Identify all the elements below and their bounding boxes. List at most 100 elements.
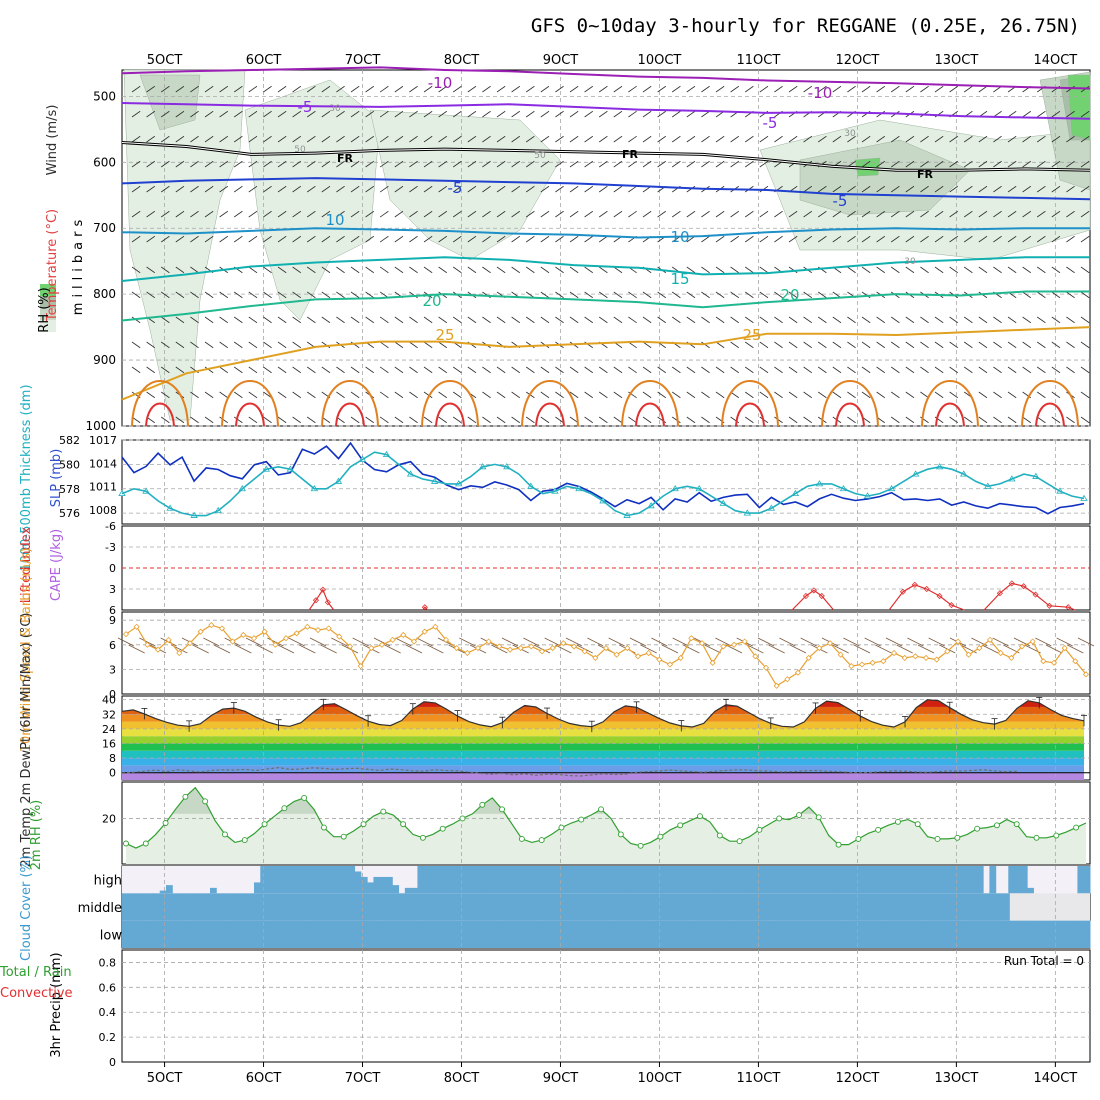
- wind-barb: [642, 391, 652, 399]
- wind-barb: [671, 391, 681, 399]
- cape-axis-label: CAPE (J/kg): [49, 529, 64, 601]
- wind10m-barb: [320, 644, 337, 654]
- wind-barb: [642, 160, 652, 168]
- cloud-cover-bar: [474, 866, 481, 894]
- wind-barb: [394, 316, 404, 324]
- cloud-cover-bar: [414, 893, 425, 921]
- wind-barb: [657, 135, 667, 143]
- wind-barb: [905, 160, 915, 168]
- cloud-cover-bar: [898, 920, 909, 948]
- wind10m-point: [709, 659, 716, 666]
- wind-barb: [394, 416, 404, 424]
- wind-barb: [292, 235, 302, 243]
- wind-barb: [365, 85, 375, 93]
- contour-label: -5: [448, 179, 463, 197]
- wind-barb: [336, 210, 345, 218]
- wind-barb: [190, 110, 199, 118]
- wind-barb: [190, 341, 199, 349]
- cloud-cover-bar: [575, 893, 587, 921]
- cloud-cover-bar: [585, 920, 597, 948]
- wind-barb: [540, 391, 550, 399]
- wind-barb: [701, 316, 710, 324]
- wind-barb: [715, 391, 725, 399]
- wind-barb: [788, 85, 798, 93]
- wind-barb: [233, 110, 243, 118]
- wind10m-barb: [331, 637, 348, 647]
- p8-frame: [121, 949, 1091, 1063]
- rh2m-point: [637, 842, 644, 849]
- cloud-cover-bar: [694, 866, 701, 894]
- wind-barb: [160, 185, 170, 193]
- wind10m-barb: [896, 644, 913, 654]
- cloud-cover-bar: [545, 920, 557, 948]
- li-line: [791, 589, 835, 611]
- cloud-cover-bar: [763, 866, 770, 894]
- wind-barb: [817, 135, 827, 143]
- wind10m-barb: [768, 644, 785, 654]
- wind-barb: [438, 416, 448, 424]
- cloud-cover-bar: [423, 866, 431, 894]
- wind-barb: [292, 391, 302, 399]
- contour-label: FR: [337, 152, 354, 165]
- wind-barb: [365, 110, 375, 118]
- cloud-cover-bar: [817, 920, 829, 948]
- top-tick-label: 6OCT: [246, 53, 282, 68]
- wind-barb: [598, 316, 608, 324]
- wind-barb: [219, 110, 229, 118]
- wind-barb: [628, 416, 637, 424]
- temp-band: [122, 758, 1084, 766]
- wind-barb: [379, 266, 389, 274]
- wind-barb: [1007, 416, 1017, 424]
- wind-barb: [160, 160, 170, 168]
- cloud-cover-bar: [202, 893, 214, 921]
- cloud-cover-bar: [394, 893, 405, 921]
- wind-barb: [423, 316, 433, 324]
- wind-barb: [1051, 366, 1061, 374]
- cloud-cover-bar: [646, 893, 657, 921]
- wind-barb: [847, 135, 856, 143]
- wind10m-point: [901, 654, 908, 661]
- wind-barb: [759, 316, 769, 324]
- wind-barb: [336, 160, 345, 168]
- wind-barb: [788, 416, 798, 424]
- wind-barb: [292, 85, 302, 93]
- wind-barb: [233, 366, 243, 374]
- cloud-cover-bar: [631, 866, 638, 894]
- thickness-tick-label: 582: [59, 434, 80, 447]
- temp2m-line: [121, 699, 1085, 728]
- wind-barb: [219, 391, 229, 399]
- wind-barb: [978, 210, 988, 218]
- wind10m-point: [1061, 645, 1068, 652]
- contour-label: 30: [904, 257, 916, 267]
- wind-barb: [803, 391, 813, 399]
- cloud-cover-bar: [807, 866, 814, 894]
- wind-barb: [555, 135, 564, 143]
- wind-barb: [628, 291, 637, 299]
- wind-barb: [1066, 266, 1075, 274]
- wind10m-barb: [544, 637, 561, 647]
- rh2m-point: [439, 825, 446, 832]
- wind-barb: [263, 85, 272, 93]
- wind-barb: [336, 266, 345, 274]
- wind-barb: [803, 85, 813, 93]
- temp-band: [122, 696, 1090, 700]
- wind-barb: [744, 210, 754, 218]
- cloud-cover-bar: [851, 866, 858, 894]
- wind10m-barb: [683, 644, 700, 654]
- wind-barb: [277, 85, 287, 93]
- top-tick-label: 14OCT: [1033, 53, 1077, 68]
- wind10m-barb: [1077, 637, 1095, 647]
- wind-barb: [379, 316, 389, 324]
- wind-barb: [861, 391, 871, 399]
- wind-barb: [423, 391, 433, 399]
- wind10m-barb: [235, 644, 252, 654]
- wind-barb: [701, 366, 710, 374]
- wind10m-point: [869, 659, 876, 666]
- wind10m-point: [378, 641, 386, 648]
- wind-barb: [861, 266, 871, 274]
- slp-axis-label: SLP (mb): [49, 449, 64, 508]
- wind10m-point: [1008, 654, 1015, 661]
- wind-barb: [146, 110, 156, 118]
- wind-barb: [175, 185, 185, 193]
- cloud-cover-bar: [1077, 866, 1085, 894]
